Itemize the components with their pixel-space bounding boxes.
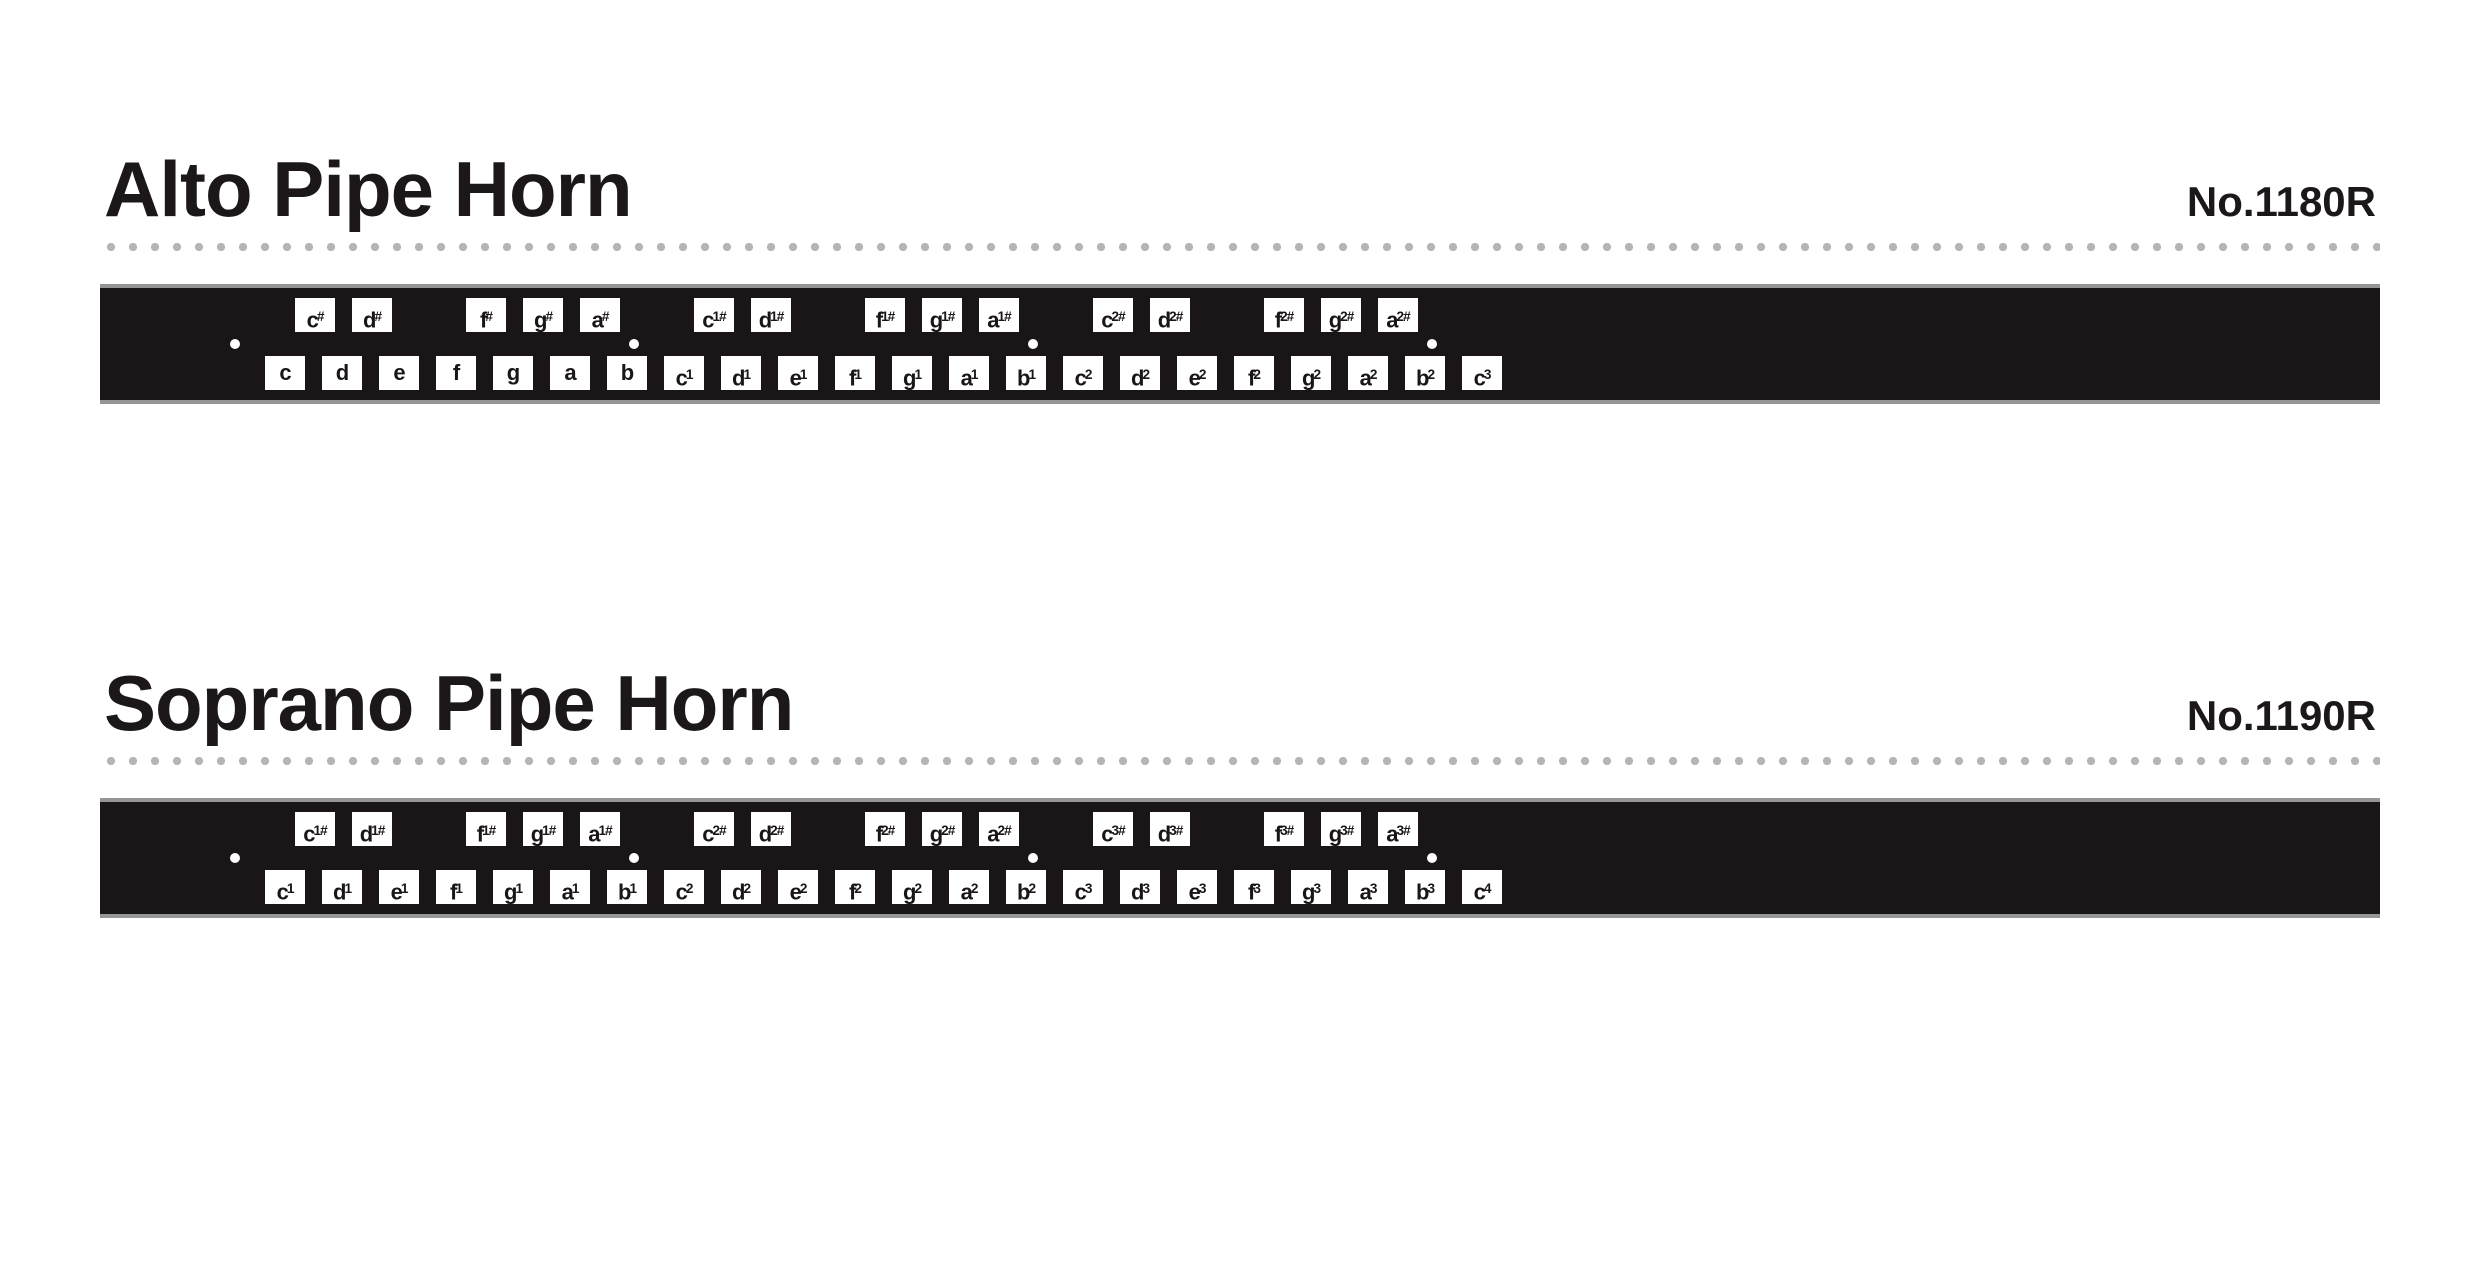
natural-key: e1: [379, 870, 419, 904]
sharp-key: g2#: [922, 812, 962, 846]
sharp-key: d1#: [352, 812, 392, 846]
natural-key: d1: [322, 870, 362, 904]
instrument-header: Soprano Pipe Horn No.1190R: [100, 664, 2380, 742]
natural-key: d1: [721, 356, 761, 390]
natural-key: d3: [1120, 870, 1160, 904]
natural-key: b3: [1405, 870, 1445, 904]
sharp-key: a3#: [1378, 812, 1418, 846]
sharp-key: a1#: [580, 812, 620, 846]
sharp-key: a1#: [979, 298, 1019, 332]
pipe-body: cdefgab c1 d1 e1 f1 g1 a1 b1 c2 d2 e2 f2 g2 a2 b2 c3 c# d…: [100, 284, 2380, 404]
natural-key: a1: [550, 870, 590, 904]
instrument-group: Alto Pipe Horn No.1180R cdefgab c1 d1 e1 f1 g1 a…: [100, 150, 2380, 404]
natural-key: d2: [721, 870, 761, 904]
natural-key: f: [436, 356, 476, 390]
natural-key: c1: [664, 356, 704, 390]
natural-key: e1: [778, 356, 818, 390]
natural-key: b: [607, 356, 647, 390]
sharp-key: d1#: [751, 298, 791, 332]
sharp-key: a2#: [1378, 298, 1418, 332]
natural-key: c4: [1462, 870, 1502, 904]
sharp-key: a#: [580, 298, 620, 332]
sharp-key: g1#: [922, 298, 962, 332]
instrument-title: Soprano Pipe Horn: [104, 664, 793, 742]
octave-marker: [1427, 339, 1437, 349]
sharp-key: g2#: [1321, 298, 1361, 332]
sharp-key: a2#: [979, 812, 1019, 846]
instrument-model: No.1180R: [2187, 178, 2376, 226]
natural-key: f2: [835, 870, 875, 904]
sharp-key: c3#: [1093, 812, 1133, 846]
sharp-key: f1#: [466, 812, 506, 846]
natural-key: e3: [1177, 870, 1217, 904]
natural-key: a3: [1348, 870, 1388, 904]
natural-key: g1: [892, 356, 932, 390]
sharp-key: c#: [295, 298, 335, 332]
sharp-key: c1#: [295, 812, 335, 846]
natural-key: c2: [664, 870, 704, 904]
pipe-rail-bottom: [100, 400, 2380, 404]
natural-key: e2: [778, 870, 818, 904]
sharp-key: d#: [352, 298, 392, 332]
sharp-key: c2#: [694, 812, 734, 846]
dotted-rule: [100, 242, 2380, 252]
octave-marker: [629, 339, 639, 349]
natural-key: g2: [892, 870, 932, 904]
sharp-key: d2#: [751, 812, 791, 846]
sharp-key: f3#: [1264, 812, 1304, 846]
natural-key: a2: [1348, 356, 1388, 390]
octave-marker: [230, 339, 240, 349]
dotted-rule: [100, 756, 2380, 766]
octave-marker: [230, 853, 240, 863]
natural-key: g3: [1291, 870, 1331, 904]
sharp-key: f2#: [865, 812, 905, 846]
octave-marker: [1028, 339, 1038, 349]
natural-key: g1: [493, 870, 533, 904]
octave-marker: [629, 853, 639, 863]
sharp-key: f1#: [865, 298, 905, 332]
natural-key: d: [322, 356, 362, 390]
natural-key: f2: [1234, 356, 1274, 390]
sharp-key: g1#: [523, 812, 563, 846]
key-layer: c1 d1 e1 f1 g1 a1 b1 c2 d2 e2 f2 g2 a2 b2 c3 d3 e3 f3 g3 a3…: [100, 802, 2380, 914]
natural-key: c3: [1063, 870, 1103, 904]
sharp-key: f#: [466, 298, 506, 332]
natural-key: c2: [1063, 356, 1103, 390]
natural-key: b2: [1405, 356, 1445, 390]
instrument-header: Alto Pipe Horn No.1180R: [100, 150, 2380, 228]
natural-key: b1: [607, 870, 647, 904]
natural-key: f1: [436, 870, 476, 904]
sharp-key: c1#: [694, 298, 734, 332]
page-root: Alto Pipe Horn No.1180R cdefgab c1 d1 e1 f1 g1 a…: [0, 0, 2480, 918]
natural-key: b2: [1006, 870, 1046, 904]
natural-key: a1: [949, 356, 989, 390]
natural-key: a: [550, 356, 590, 390]
sharp-key: g3#: [1321, 812, 1361, 846]
natural-key: a2: [949, 870, 989, 904]
instrument-model: No.1190R: [2187, 692, 2376, 740]
natural-key: e2: [1177, 356, 1217, 390]
natural-key: g2: [1291, 356, 1331, 390]
natural-key: f3: [1234, 870, 1274, 904]
natural-key: b1: [1006, 356, 1046, 390]
natural-key: f1: [835, 356, 875, 390]
octave-marker: [1028, 853, 1038, 863]
natural-key: e: [379, 356, 419, 390]
instrument-group: Soprano Pipe HornNo.1190Rc1d1e1f1g1a1b1c…: [100, 664, 2380, 918]
pipe-body: c1 d1 e1 f1 g1 a1 b1 c2 d2 e2 f2 g2 a2 b2 c3 d3 e3 f3 g3 a3…: [100, 798, 2380, 918]
sharp-key: c2#: [1093, 298, 1133, 332]
pipe-rail-bottom: [100, 914, 2380, 918]
sharp-key: d2#: [1150, 298, 1190, 332]
key-layer: cdefgab c1 d1 e1 f1 g1 a1 b1 c2 d2 e2 f2 g2 a2 b2 c3 c# d…: [100, 288, 2380, 400]
natural-key: c1: [265, 870, 305, 904]
natural-key: c3: [1462, 356, 1502, 390]
natural-key: g: [493, 356, 533, 390]
sharp-key: g#: [523, 298, 563, 332]
sharp-key: f2#: [1264, 298, 1304, 332]
octave-marker: [1427, 853, 1437, 863]
natural-key: c: [265, 356, 305, 390]
sharp-key: d3#: [1150, 812, 1190, 846]
instrument-title: Alto Pipe Horn: [104, 150, 632, 228]
natural-key: d2: [1120, 356, 1160, 390]
